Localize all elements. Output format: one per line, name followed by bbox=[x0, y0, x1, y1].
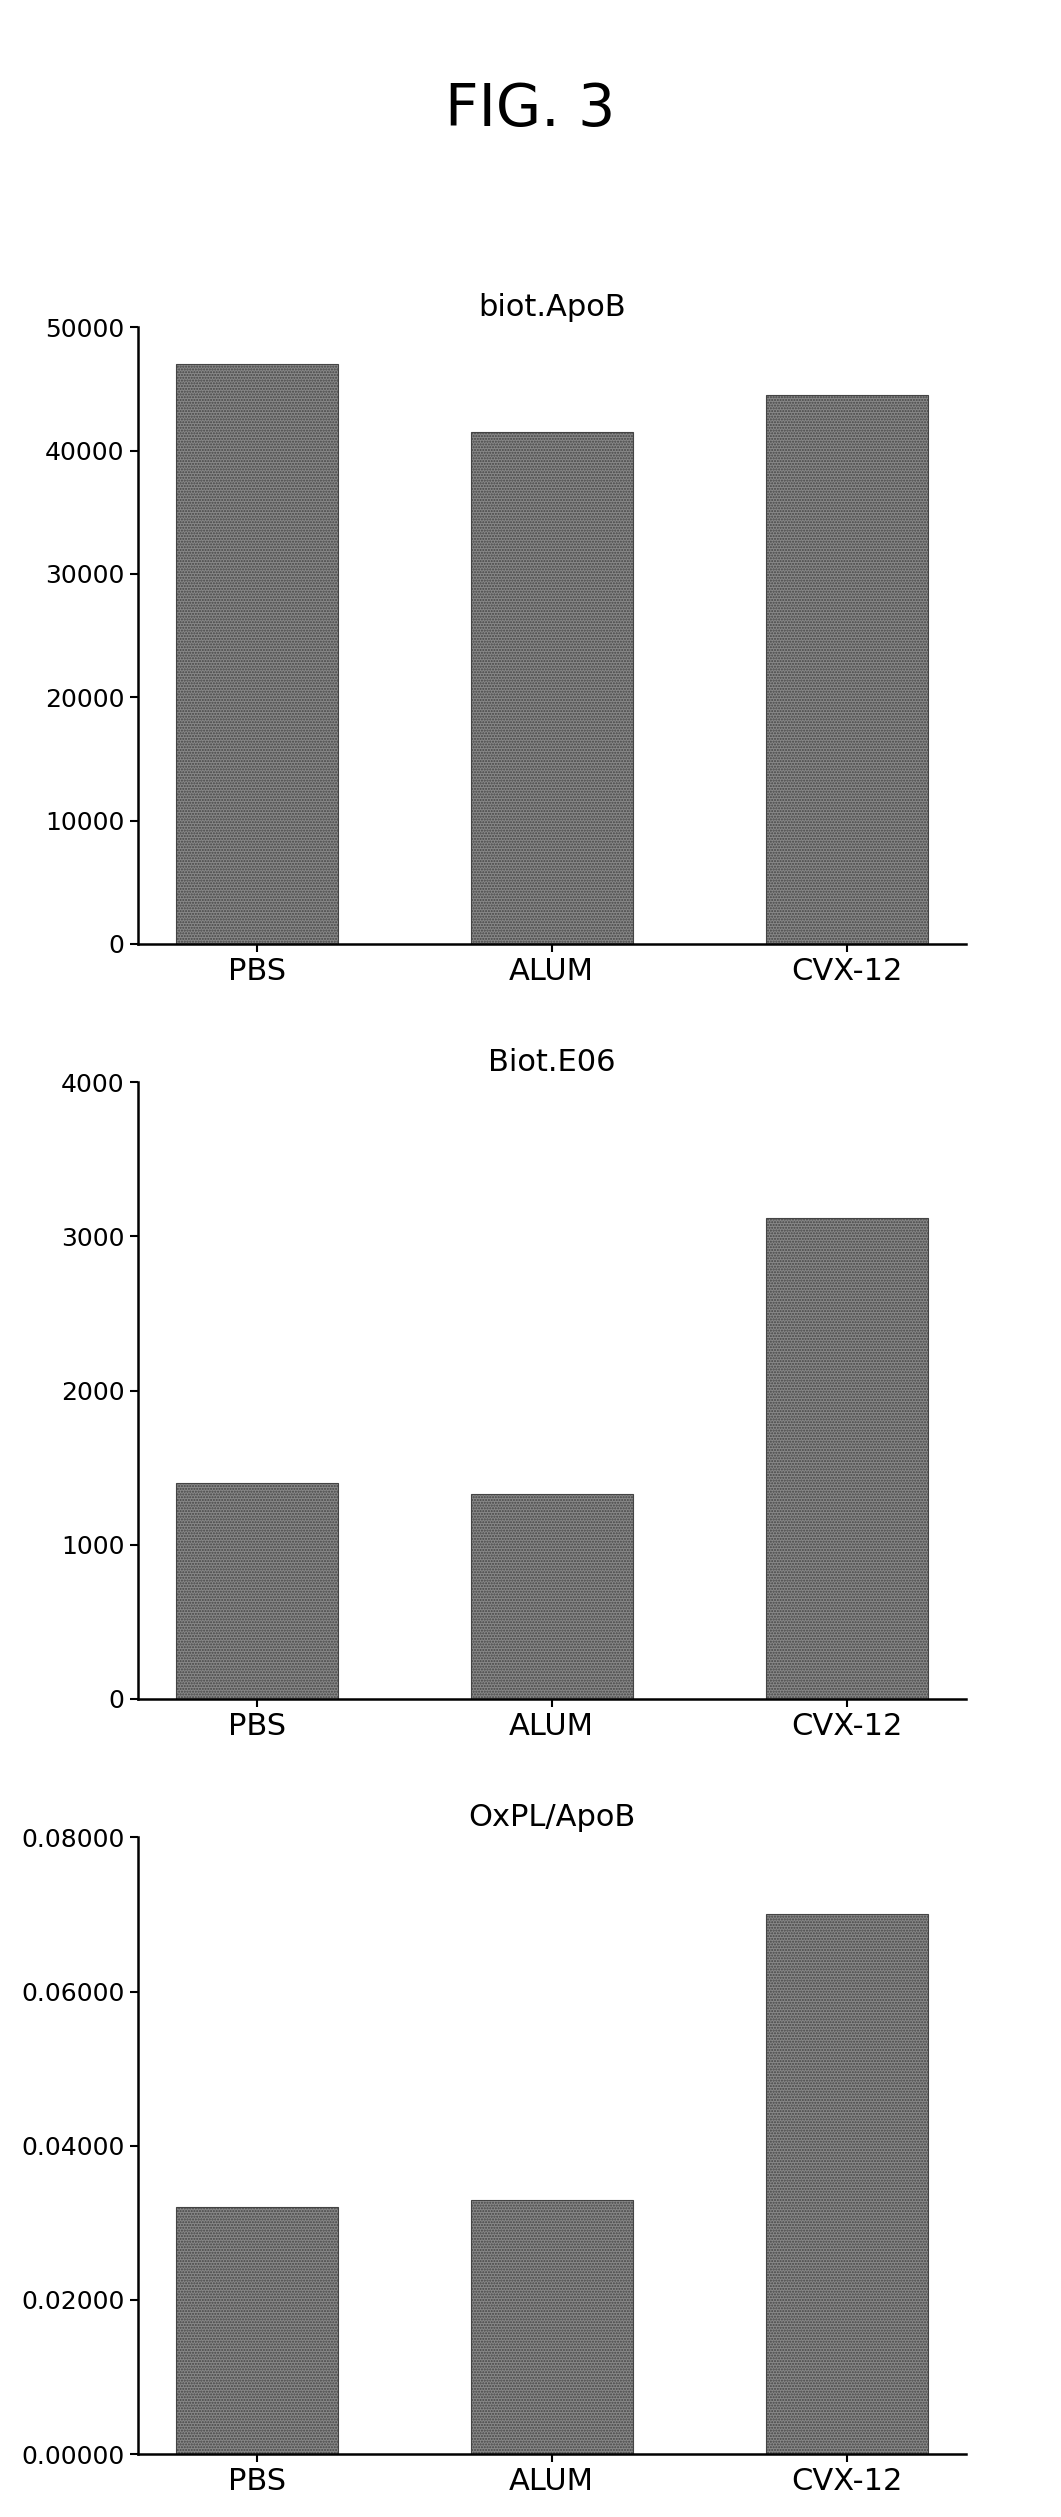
Bar bbox=[175, 1483, 337, 1699]
Bar bbox=[766, 1915, 928, 2454]
Title: biot.ApoB: biot.ApoB bbox=[477, 292, 626, 322]
Bar bbox=[471, 1495, 632, 1699]
Title: OxPL/ApoB: OxPL/ApoB bbox=[468, 1802, 636, 1832]
Bar bbox=[471, 2200, 632, 2454]
Bar bbox=[471, 433, 632, 944]
Bar bbox=[766, 1218, 928, 1699]
Bar bbox=[175, 2207, 337, 2454]
Title: Biot.E06: Biot.E06 bbox=[488, 1047, 615, 1077]
Bar bbox=[175, 365, 337, 944]
Text: FIG. 3: FIG. 3 bbox=[446, 81, 615, 138]
Bar bbox=[766, 395, 928, 944]
